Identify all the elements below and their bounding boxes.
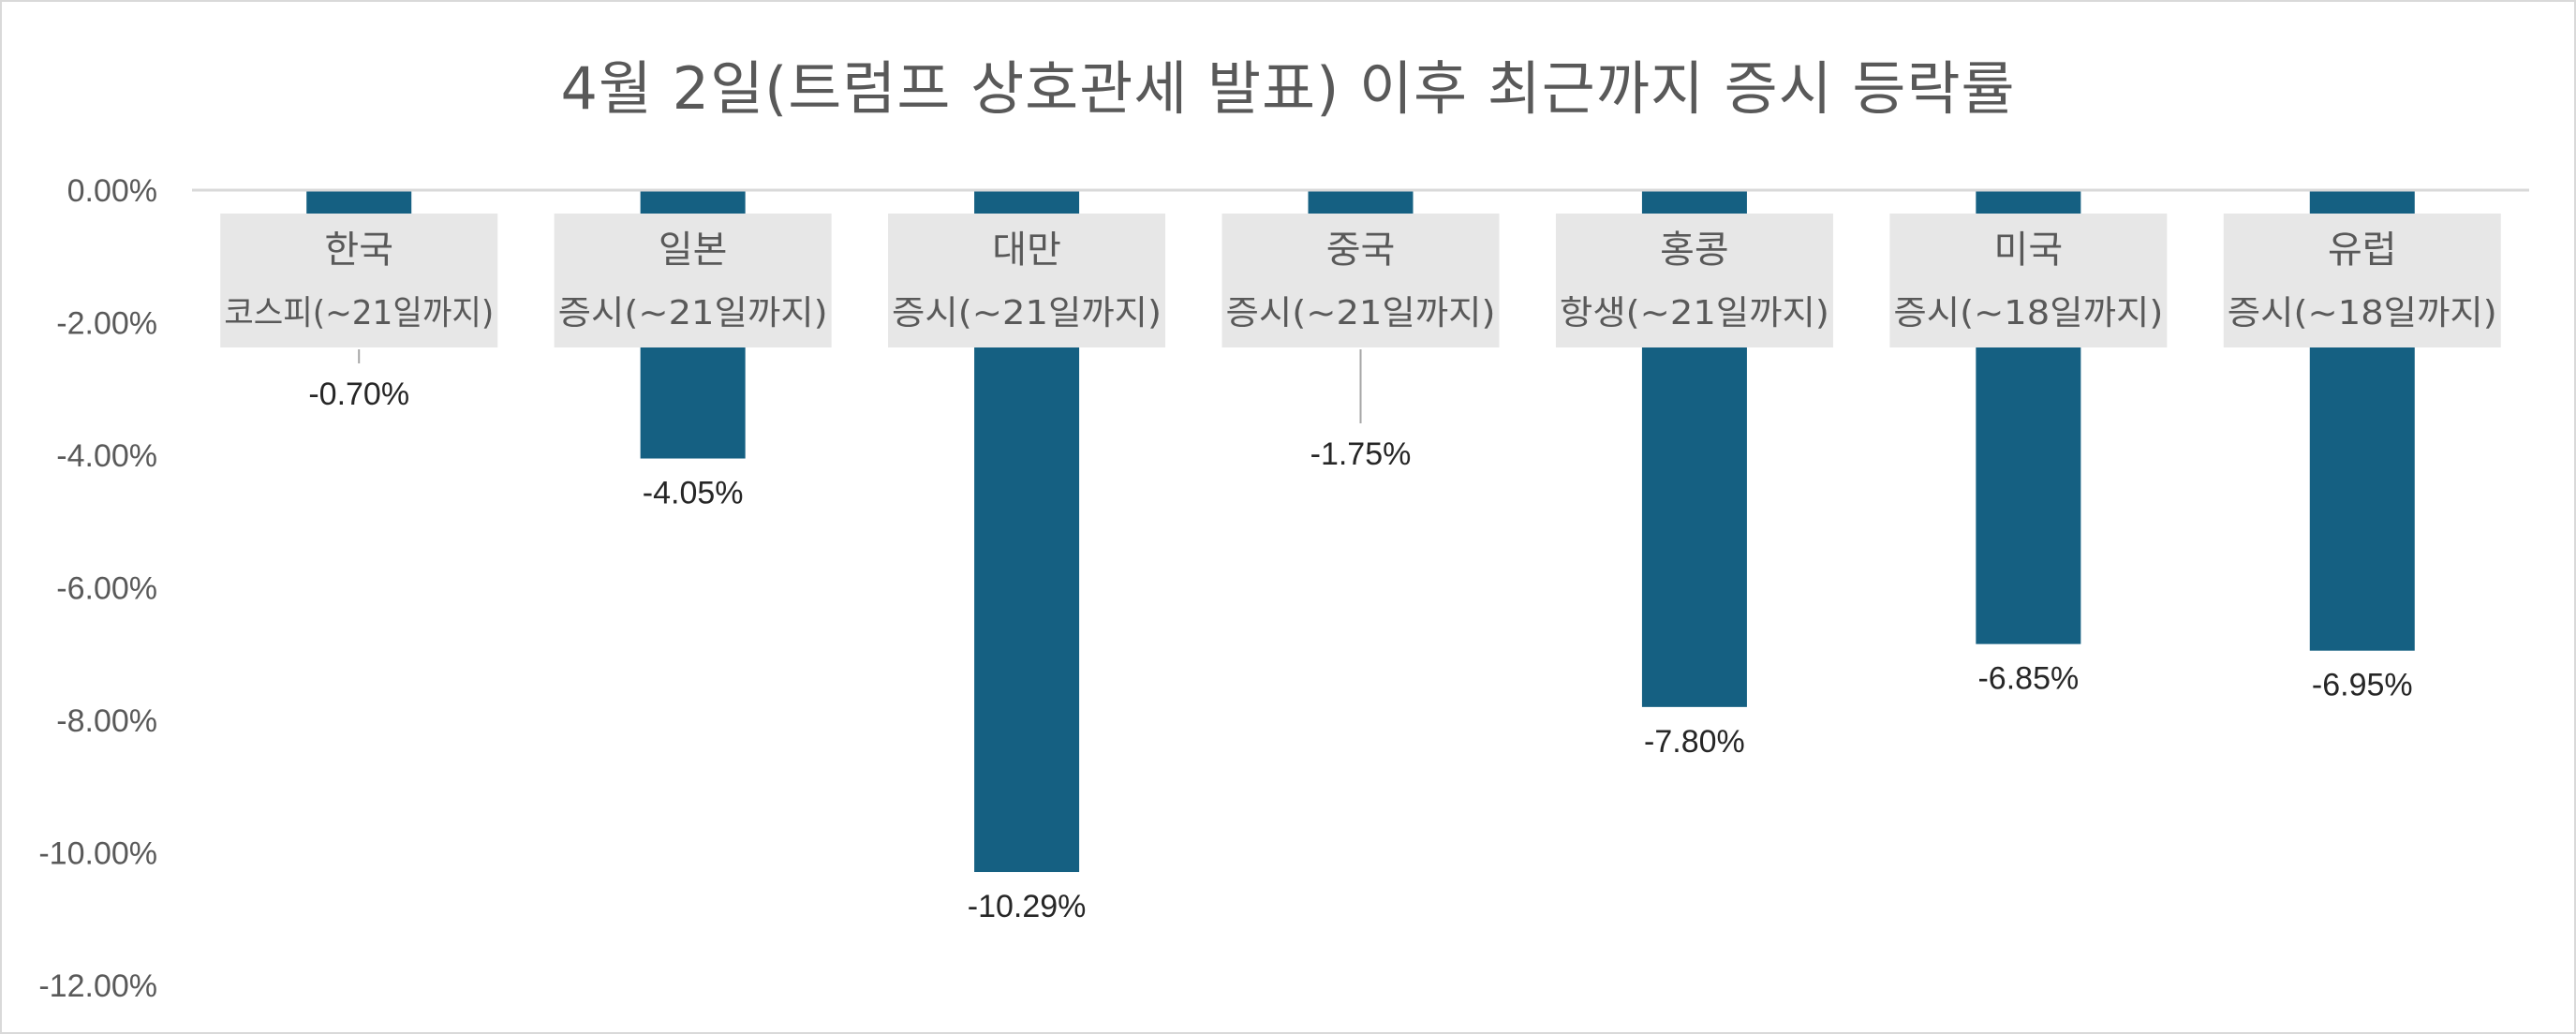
category-label-box bbox=[1889, 214, 2168, 347]
category-sublabel: 증시(~21일까지) bbox=[558, 294, 828, 332]
y-tick-label: -2.00% bbox=[56, 306, 157, 342]
y-tick-label: -12.00% bbox=[38, 968, 157, 1004]
y-tick-label: -8.00% bbox=[56, 703, 157, 739]
category-sublabel: 증시(~21일까지) bbox=[1226, 294, 1496, 332]
category-label-box bbox=[888, 214, 1166, 347]
category-sublabel: 코스피(~21일까지) bbox=[224, 294, 494, 332]
data-label: -6.95% bbox=[2312, 668, 2413, 703]
y-tick-label: -6.00% bbox=[56, 571, 157, 607]
category-label-box bbox=[554, 214, 832, 347]
y-tick-label: 0.00% bbox=[67, 173, 157, 209]
category-label: 한국 bbox=[324, 229, 393, 272]
data-label: -7.80% bbox=[1644, 724, 1745, 760]
category-label-box bbox=[1221, 214, 1500, 347]
data-label: -1.75% bbox=[1310, 436, 1412, 472]
category-label-box bbox=[1555, 214, 1833, 347]
data-label: -6.85% bbox=[1977, 661, 2079, 697]
data-label: -0.70% bbox=[308, 377, 409, 412]
category-sublabel: 항생(~21일까지) bbox=[1560, 294, 1829, 332]
chart-title: 4월 2일(트럼프 상호관세 발표) 이후 최근까지 증시 등락률 bbox=[560, 54, 2016, 123]
data-label: -10.29% bbox=[968, 889, 1087, 924]
category-label: 유럽 bbox=[2328, 229, 2397, 272]
y-tick-label: -4.00% bbox=[56, 438, 157, 474]
category-label: 중국 bbox=[1326, 229, 1396, 272]
data-label: -4.05% bbox=[643, 476, 744, 511]
category-label: 일본 bbox=[659, 229, 728, 272]
category-label: 미국 bbox=[1994, 229, 2064, 272]
category-sublabel: 증시(~21일까지) bbox=[892, 294, 1162, 332]
category-sublabel: 증시(~18일까지) bbox=[1893, 294, 2163, 332]
category-label-box bbox=[220, 214, 498, 347]
y-tick-label: -10.00% bbox=[38, 836, 157, 872]
category-sublabel: 증시(~18일까지) bbox=[2228, 294, 2497, 332]
category-label: 홍콩 bbox=[1660, 229, 1729, 272]
category-label: 대만 bbox=[992, 229, 1061, 272]
category-label-box bbox=[2223, 214, 2501, 347]
